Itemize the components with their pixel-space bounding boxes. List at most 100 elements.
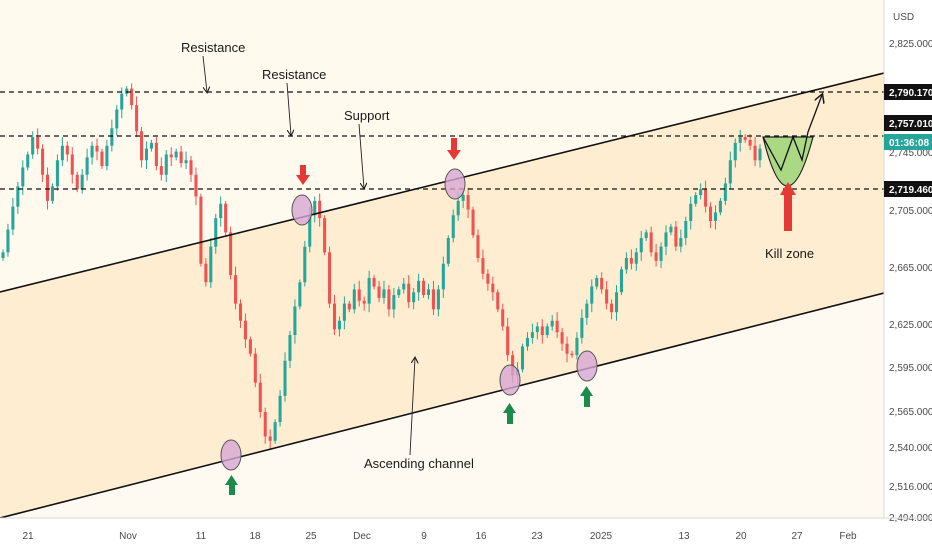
candle-body — [466, 195, 470, 210]
candle-body — [649, 232, 653, 253]
price-tag-current-text: 01:36:08 — [889, 138, 929, 149]
candle-body — [21, 167, 25, 187]
y-tick-label: 2,705.000 — [889, 206, 932, 217]
candle-body — [743, 137, 747, 140]
candle-body — [431, 289, 435, 310]
touch-marker — [499, 364, 521, 396]
candle-body — [90, 145, 94, 158]
candle-body — [565, 343, 569, 354]
candle-body — [748, 139, 752, 146]
x-tick-label: Feb — [839, 531, 857, 542]
candle-body — [377, 286, 381, 298]
candle-body — [417, 280, 421, 293]
candle-body — [149, 142, 153, 149]
candle-body — [451, 215, 455, 239]
candle-body — [154, 142, 158, 167]
candle-body — [288, 335, 292, 361]
candle-body — [545, 326, 549, 336]
candle-body — [600, 277, 604, 290]
candle-body — [75, 174, 79, 190]
projection-path — [762, 95, 822, 172]
x-tick-label: 9 — [421, 531, 427, 542]
candle-body — [234, 275, 238, 304]
candle-body — [619, 269, 623, 293]
candle-body — [397, 289, 401, 296]
candle-body — [293, 306, 297, 336]
candles-group — [1, 83, 762, 450]
price-tag-current — [884, 134, 932, 150]
candle-body — [639, 238, 643, 253]
candle-body — [41, 148, 45, 175]
candle-body — [268, 436, 272, 441]
candle-body — [535, 326, 539, 333]
candle-body — [120, 93, 124, 110]
channel-pointer — [409, 358, 415, 456]
candle-body — [6, 229, 10, 253]
candle-body — [65, 145, 69, 155]
candle-body — [753, 145, 757, 161]
price-axis-panel[interactable] — [884, 0, 932, 550]
candle-body — [367, 277, 371, 304]
price-tag-level-2 — [884, 115, 932, 131]
y-tick-label: 2,565.000 — [889, 407, 932, 418]
time-axis-panel[interactable] — [0, 518, 884, 550]
candle-body — [590, 286, 594, 304]
candle-body — [694, 195, 698, 204]
candle-body — [624, 258, 628, 270]
candle-body — [45, 174, 50, 201]
x-tick-label: 21 — [22, 531, 34, 542]
candle-body — [372, 277, 376, 287]
candle-body — [575, 337, 579, 356]
candle-body — [303, 246, 307, 283]
candle-body — [352, 289, 356, 310]
x-tick-label: 13 — [678, 531, 690, 542]
candle-body — [461, 195, 465, 201]
x-tick-label: 23 — [531, 531, 543, 542]
candle-body — [634, 252, 638, 264]
resistance-1-pointer — [202, 55, 207, 92]
red-down-arrow-icon — [447, 138, 461, 160]
candle-body — [273, 422, 277, 441]
candle-body — [80, 174, 84, 190]
candle-body — [654, 252, 658, 261]
candle-body — [36, 137, 40, 149]
channel-fill — [0, 73, 884, 518]
x-tick-label: 18 — [249, 531, 261, 542]
candle-body — [520, 346, 525, 370]
candle-body — [738, 137, 742, 143]
candle-body — [540, 326, 544, 336]
candle-body — [629, 258, 633, 264]
price-tag-level-3-text: 2,719.460 — [889, 185, 932, 196]
candle-body — [100, 151, 104, 167]
candle-body — [337, 320, 341, 330]
y-tick-label: 2,625.000 — [889, 320, 932, 331]
candle-body — [189, 160, 193, 175]
candle-body — [525, 337, 529, 347]
candle-body — [214, 218, 218, 247]
candle-body — [179, 151, 183, 164]
candle-body — [31, 137, 35, 155]
x-tick-label: 25 — [305, 531, 317, 542]
channel-upper-line — [0, 72, 884, 293]
green-up-arrow-icon — [580, 386, 593, 407]
candle-body — [328, 252, 332, 304]
candle-body — [679, 238, 683, 247]
candle-body — [530, 332, 534, 338]
candle-body — [684, 220, 688, 239]
candle-body — [26, 154, 30, 168]
candle-body — [298, 282, 302, 307]
candle-body — [446, 238, 450, 264]
green-up-arrow-icon — [503, 403, 516, 424]
candle-body — [501, 309, 505, 327]
candle-body — [481, 258, 485, 274]
candle-body — [728, 160, 732, 184]
candle-body — [387, 289, 391, 310]
candle-body — [219, 203, 223, 219]
price-tag-level-1 — [884, 84, 932, 100]
price-tag-level-1-text: 2,790.170 — [889, 88, 932, 99]
touch-marker — [444, 168, 466, 200]
candle-body — [332, 303, 337, 330]
candle-body — [313, 200, 317, 216]
candle-body — [496, 292, 500, 310]
